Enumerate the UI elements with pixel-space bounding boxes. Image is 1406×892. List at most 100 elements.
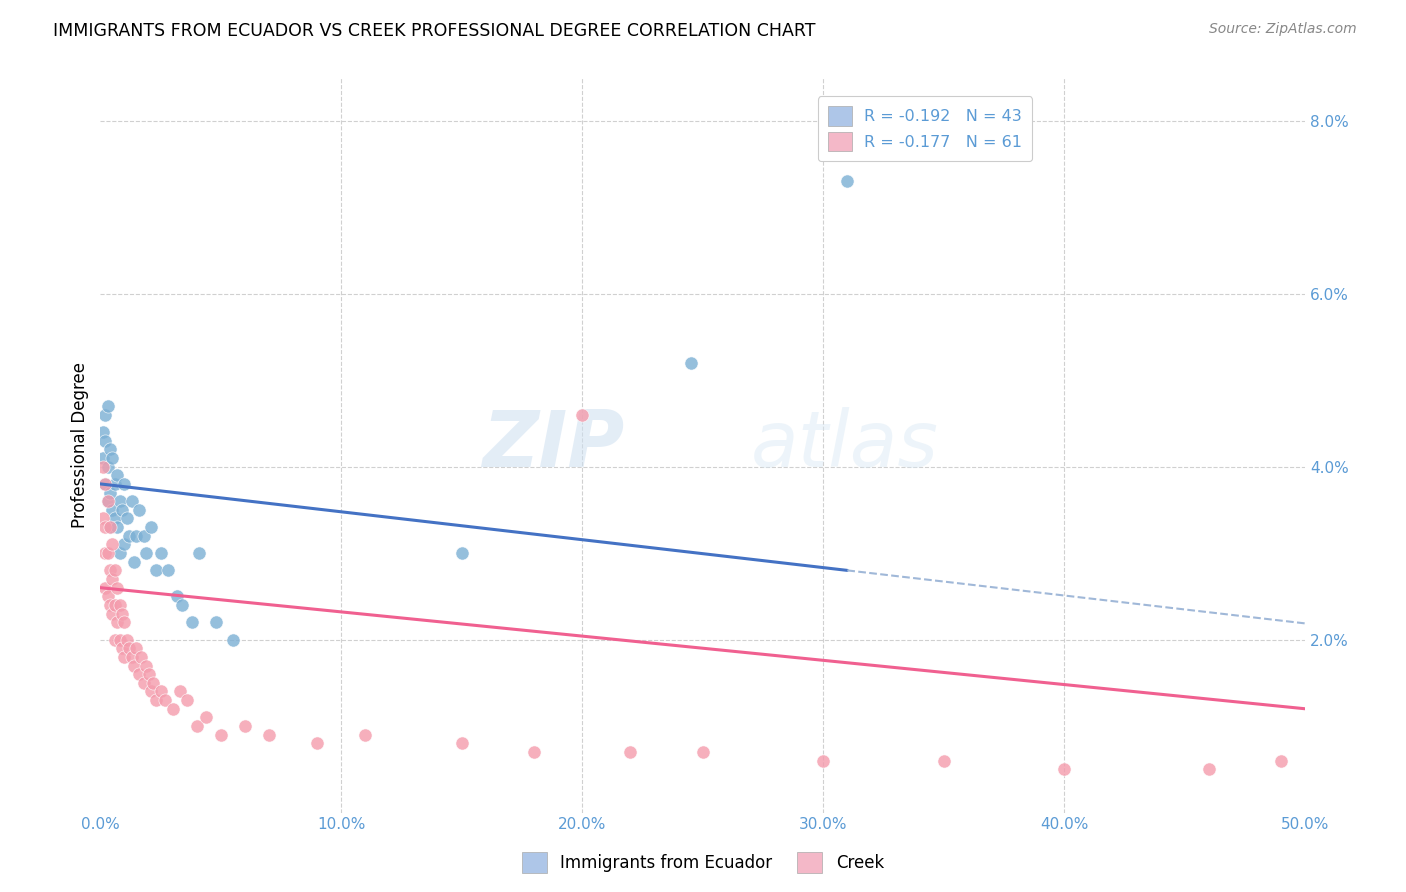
- Point: [94, 581, 117, 595]
- Point: [156, 563, 179, 577]
- Point: [222, 632, 245, 647]
- Point: [125, 529, 148, 543]
- Point: [121, 494, 143, 508]
- Point: [1053, 762, 1076, 776]
- Point: [131, 649, 153, 664]
- Point: [450, 546, 472, 560]
- Point: [108, 494, 131, 508]
- Point: [138, 667, 160, 681]
- Point: [94, 476, 117, 491]
- Point: [128, 503, 150, 517]
- Point: [115, 511, 138, 525]
- Point: [155, 693, 177, 707]
- Point: [118, 529, 141, 543]
- Point: [101, 607, 124, 621]
- Point: [149, 546, 172, 560]
- Point: [811, 754, 834, 768]
- Point: [104, 632, 127, 647]
- Point: [97, 459, 120, 474]
- Point: [98, 563, 121, 577]
- Point: [450, 736, 472, 750]
- Point: [101, 572, 124, 586]
- Point: [692, 745, 714, 759]
- Point: [98, 598, 121, 612]
- Point: [135, 658, 157, 673]
- Point: [94, 476, 117, 491]
- Point: [91, 459, 114, 474]
- Point: [180, 615, 202, 630]
- Point: [132, 675, 155, 690]
- Point: [1270, 754, 1292, 768]
- Point: [121, 649, 143, 664]
- Point: [94, 520, 117, 534]
- Point: [679, 356, 702, 370]
- Point: [104, 598, 127, 612]
- Point: [145, 693, 167, 707]
- Point: [114, 649, 136, 664]
- Point: [172, 598, 194, 612]
- Point: [209, 728, 232, 742]
- Point: [94, 434, 117, 448]
- Point: [97, 546, 120, 560]
- Y-axis label: Professional Degree: Professional Degree: [72, 362, 89, 528]
- Point: [139, 684, 162, 698]
- Point: [91, 450, 114, 465]
- Point: [257, 728, 280, 742]
- Point: [108, 632, 131, 647]
- Point: [94, 546, 117, 560]
- Point: [108, 598, 131, 612]
- Point: [98, 485, 121, 500]
- Point: [91, 511, 114, 525]
- Text: ZIP: ZIP: [482, 407, 624, 483]
- Point: [142, 675, 165, 690]
- Point: [166, 590, 188, 604]
- Point: [169, 684, 191, 698]
- Point: [97, 590, 120, 604]
- Point: [101, 537, 124, 551]
- Text: Source: ZipAtlas.com: Source: ZipAtlas.com: [1209, 22, 1357, 37]
- Point: [98, 520, 121, 534]
- Point: [94, 408, 117, 422]
- Legend: Immigrants from Ecuador, Creek: Immigrants from Ecuador, Creek: [516, 846, 890, 880]
- Point: [122, 555, 145, 569]
- Point: [523, 745, 546, 759]
- Point: [139, 520, 162, 534]
- Point: [111, 641, 134, 656]
- Point: [145, 563, 167, 577]
- Point: [619, 745, 641, 759]
- Legend: R = -0.192   N = 43, R = -0.177   N = 61: R = -0.192 N = 43, R = -0.177 N = 61: [818, 96, 1032, 161]
- Point: [128, 667, 150, 681]
- Point: [132, 529, 155, 543]
- Point: [233, 719, 256, 733]
- Point: [1198, 762, 1220, 776]
- Point: [97, 494, 120, 508]
- Point: [105, 468, 128, 483]
- Point: [135, 546, 157, 560]
- Point: [105, 581, 128, 595]
- Point: [98, 520, 121, 534]
- Point: [104, 563, 127, 577]
- Point: [101, 503, 124, 517]
- Point: [105, 520, 128, 534]
- Point: [205, 615, 228, 630]
- Point: [307, 736, 329, 750]
- Point: [111, 607, 134, 621]
- Point: [111, 503, 134, 517]
- Point: [97, 399, 120, 413]
- Point: [97, 494, 120, 508]
- Point: [195, 710, 218, 724]
- Point: [114, 615, 136, 630]
- Point: [101, 450, 124, 465]
- Point: [118, 641, 141, 656]
- Point: [115, 632, 138, 647]
- Point: [104, 511, 127, 525]
- Point: [837, 174, 859, 188]
- Point: [186, 719, 208, 733]
- Point: [354, 728, 377, 742]
- Point: [188, 546, 211, 560]
- Text: IMMIGRANTS FROM ECUADOR VS CREEK PROFESSIONAL DEGREE CORRELATION CHART: IMMIGRANTS FROM ECUADOR VS CREEK PROFESS…: [53, 22, 815, 40]
- Point: [98, 442, 121, 457]
- Point: [122, 658, 145, 673]
- Point: [104, 476, 127, 491]
- Point: [571, 408, 593, 422]
